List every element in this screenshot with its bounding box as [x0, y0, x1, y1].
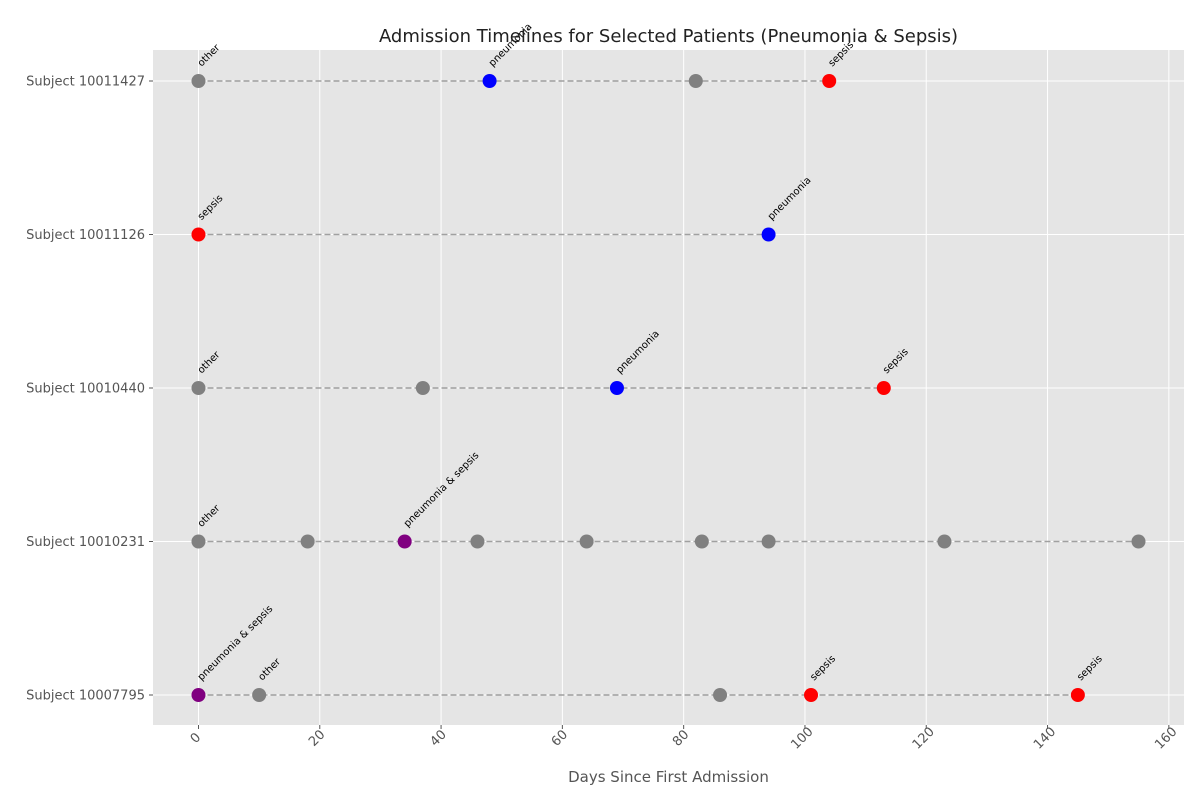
admission-marker: [876, 381, 891, 395]
x-tick-label: 160: [1152, 724, 1180, 752]
admission-marker: [300, 534, 315, 549]
admission-marker: [1070, 688, 1085, 702]
admission-marker: [191, 534, 206, 549]
x-tick-label: 80: [670, 727, 692, 749]
admission-marker: [252, 688, 267, 702]
x-tick-label: 40: [427, 727, 449, 749]
x-tick-label: 20: [306, 727, 328, 749]
admission-marker: [713, 688, 728, 702]
admission-marker: [482, 74, 497, 88]
admission-marker: [191, 227, 206, 242]
y-tick-label: Subject 10010440: [26, 382, 145, 397]
admission-marker: [688, 74, 703, 88]
admission-marker: [191, 688, 206, 702]
x-axis-label: Days Since First Admission: [568, 768, 769, 786]
y-tick-label: Subject 10010231: [26, 535, 145, 550]
admission-marker: [804, 688, 819, 702]
admission-marker: [397, 534, 412, 549]
y-tick-label: Subject 10011427: [26, 75, 145, 90]
admission-marker: [579, 534, 594, 549]
admission-marker: [191, 381, 206, 395]
x-tick-label: 100: [788, 724, 816, 752]
x-tick-label: 120: [910, 724, 938, 752]
admission-marker: [761, 534, 776, 549]
chart-title: Admission Timelines for Selected Patient…: [379, 26, 958, 47]
admission-marker: [470, 534, 485, 549]
x-tick-label: 140: [1031, 724, 1059, 752]
admission-marker: [191, 74, 206, 88]
x-tick-label: 0: [188, 730, 204, 746]
admission-marker: [415, 381, 430, 395]
admission-marker: [761, 227, 776, 242]
x-tick-label: 60: [549, 727, 571, 749]
admission-marker: [822, 74, 837, 88]
admission-marker: [1131, 534, 1146, 549]
admission-marker: [609, 381, 624, 395]
admission-marker: [694, 534, 709, 549]
admission-marker: [937, 534, 952, 549]
y-tick-label: Subject 10007795: [26, 689, 145, 704]
y-tick-label: Subject 10011126: [26, 228, 145, 243]
